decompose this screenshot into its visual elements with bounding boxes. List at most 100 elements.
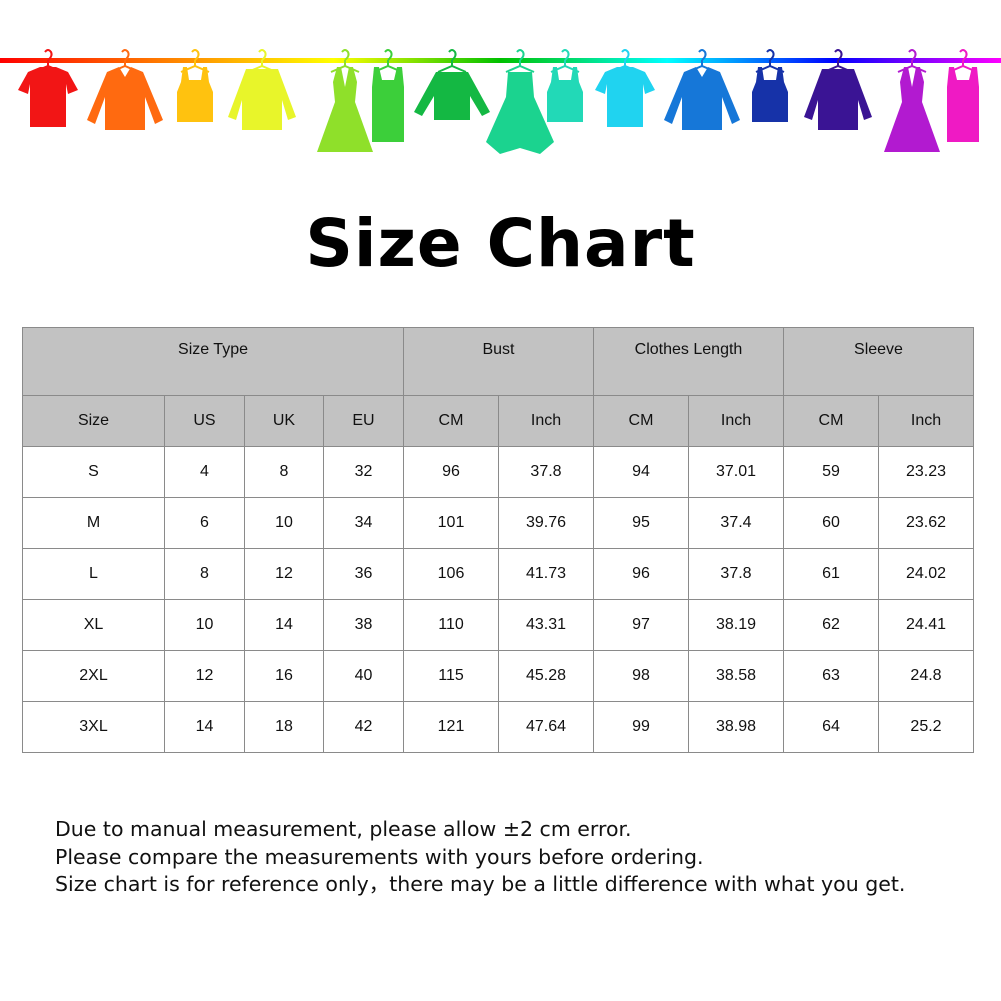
note-line: Size chart is for reference only，there m…: [55, 872, 906, 896]
table-cell: 99: [593, 701, 689, 753]
table-cell: 37.01: [688, 446, 784, 498]
dress-icon: [884, 49, 940, 152]
table-cell: S: [22, 446, 165, 498]
table-cell: 6: [164, 497, 245, 549]
column-header: Size: [22, 395, 165, 447]
table-cell: L: [22, 548, 165, 600]
hanger-rail: [0, 58, 1001, 63]
table-cell: 96: [593, 548, 689, 600]
column-header: Inch: [688, 395, 784, 447]
table-row: S 4 8 32 96 37.8 94 37.01 59 23.23: [22, 446, 974, 498]
table-cell: 8: [244, 446, 324, 498]
column-header: Inch: [498, 395, 594, 447]
column-header: EU: [323, 395, 404, 447]
column-header: CM: [593, 395, 689, 447]
table-cell: 23.23: [878, 446, 974, 498]
table-cell: XL: [22, 599, 165, 651]
table-cell: 42: [323, 701, 404, 753]
table-cell: 12: [164, 650, 245, 702]
table-cell: 37.8: [688, 548, 784, 600]
clothes-hanger-banner: [0, 49, 1001, 154]
table-cell: 37.4: [688, 497, 784, 549]
table-cell: 24.41: [878, 599, 974, 651]
table-row: M 6 10 34 101 39.76 95 37.4 60 23.62: [22, 497, 974, 549]
group-header-row: Size Type Bust Clothes Length Sleeve: [22, 327, 974, 396]
table-cell: 10: [244, 497, 324, 549]
table-cell: 121: [403, 701, 499, 753]
table-cell: 38: [323, 599, 404, 651]
table-cell: 106: [403, 548, 499, 600]
table-cell: 4: [164, 446, 245, 498]
table-cell: 40: [323, 650, 404, 702]
cardigan-icon: [228, 49, 296, 130]
table-cell: 36: [323, 548, 404, 600]
column-header: CM: [403, 395, 499, 447]
table-cell: 97: [593, 599, 689, 651]
table-cell: 95: [593, 497, 689, 549]
table-cell: 98: [593, 650, 689, 702]
group-header: Size Type: [22, 327, 404, 396]
table-cell: 2XL: [22, 650, 165, 702]
tank-top-icon: [177, 49, 213, 122]
table-cell: 3XL: [22, 701, 165, 753]
table-cell: 8: [164, 548, 245, 600]
table-cell: 24.8: [878, 650, 974, 702]
table-cell: 47.64: [498, 701, 594, 753]
tank-top-icon: [547, 49, 583, 122]
table-cell: 32: [323, 446, 404, 498]
table-cell: 43.31: [498, 599, 594, 651]
belted-dress-icon: [372, 49, 404, 142]
tshirt-icon: [595, 49, 655, 127]
tshirt-icon: [18, 49, 78, 127]
table-cell: 16: [244, 650, 324, 702]
table-cell: 25.2: [878, 701, 974, 753]
sub-header-row: Size US UK EU CM Inch CM Inch CM Inch: [22, 395, 974, 447]
table-cell: 96: [403, 446, 499, 498]
measurement-notes: Due to manual measurement, please allow …: [55, 816, 905, 899]
table-cell: 38.19: [688, 599, 784, 651]
column-header: US: [164, 395, 245, 447]
table-cell: 12: [244, 548, 324, 600]
gown-icon: [486, 49, 554, 154]
table-cell: 39.76: [498, 497, 594, 549]
column-header: UK: [244, 395, 324, 447]
table-cell: 14: [164, 701, 245, 753]
table-cell: 64: [783, 701, 879, 753]
column-header: CM: [783, 395, 879, 447]
table-cell: 101: [403, 497, 499, 549]
sweater-icon: [414, 49, 490, 120]
cardigan-icon: [804, 49, 872, 130]
table-cell: 61: [783, 548, 879, 600]
table-cell: 63: [783, 650, 879, 702]
group-header: Sleeve: [783, 327, 974, 396]
table-cell: 41.73: [498, 548, 594, 600]
table-cell: 60: [783, 497, 879, 549]
shirt-icon: [87, 49, 163, 130]
table-row: XL 10 14 38 110 43.31 97 38.19 62 24.41: [22, 599, 974, 651]
table-cell: 62: [783, 599, 879, 651]
table-cell: M: [22, 497, 165, 549]
column-header: Inch: [878, 395, 974, 447]
table-cell: 18: [244, 701, 324, 753]
belted-dress-icon: [947, 49, 979, 142]
table-row: 2XL 12 16 40 115 45.28 98 38.58 63 24.8: [22, 650, 974, 702]
table-cell: 14: [244, 599, 324, 651]
shirt-icon: [664, 49, 740, 130]
table-cell: 110: [403, 599, 499, 651]
tank-top-icon: [752, 49, 788, 122]
group-header: Clothes Length: [593, 327, 784, 396]
page-title: Size Chart: [305, 205, 696, 282]
table-cell: 59: [783, 446, 879, 498]
note-line: Due to manual measurement, please allow …: [55, 817, 632, 841]
size-chart-table: Size Type Bust Clothes Length Sleeve Size US U…: [22, 327, 974, 753]
table-cell: 115: [403, 650, 499, 702]
group-header: Bust: [403, 327, 594, 396]
table-cell: 38.58: [688, 650, 784, 702]
table-cell: 37.8: [498, 446, 594, 498]
table-row: L 8 12 36 106 41.73 96 37.8 61 24.02: [22, 548, 974, 600]
table-cell: 38.98: [688, 701, 784, 753]
dress-icon: [317, 49, 373, 152]
table-cell: 23.62: [878, 497, 974, 549]
table-row: 3XL 14 18 42 121 47.64 99 38.98 64 25.2: [22, 701, 974, 753]
note-line: Please compare the measurements with you…: [55, 844, 704, 869]
